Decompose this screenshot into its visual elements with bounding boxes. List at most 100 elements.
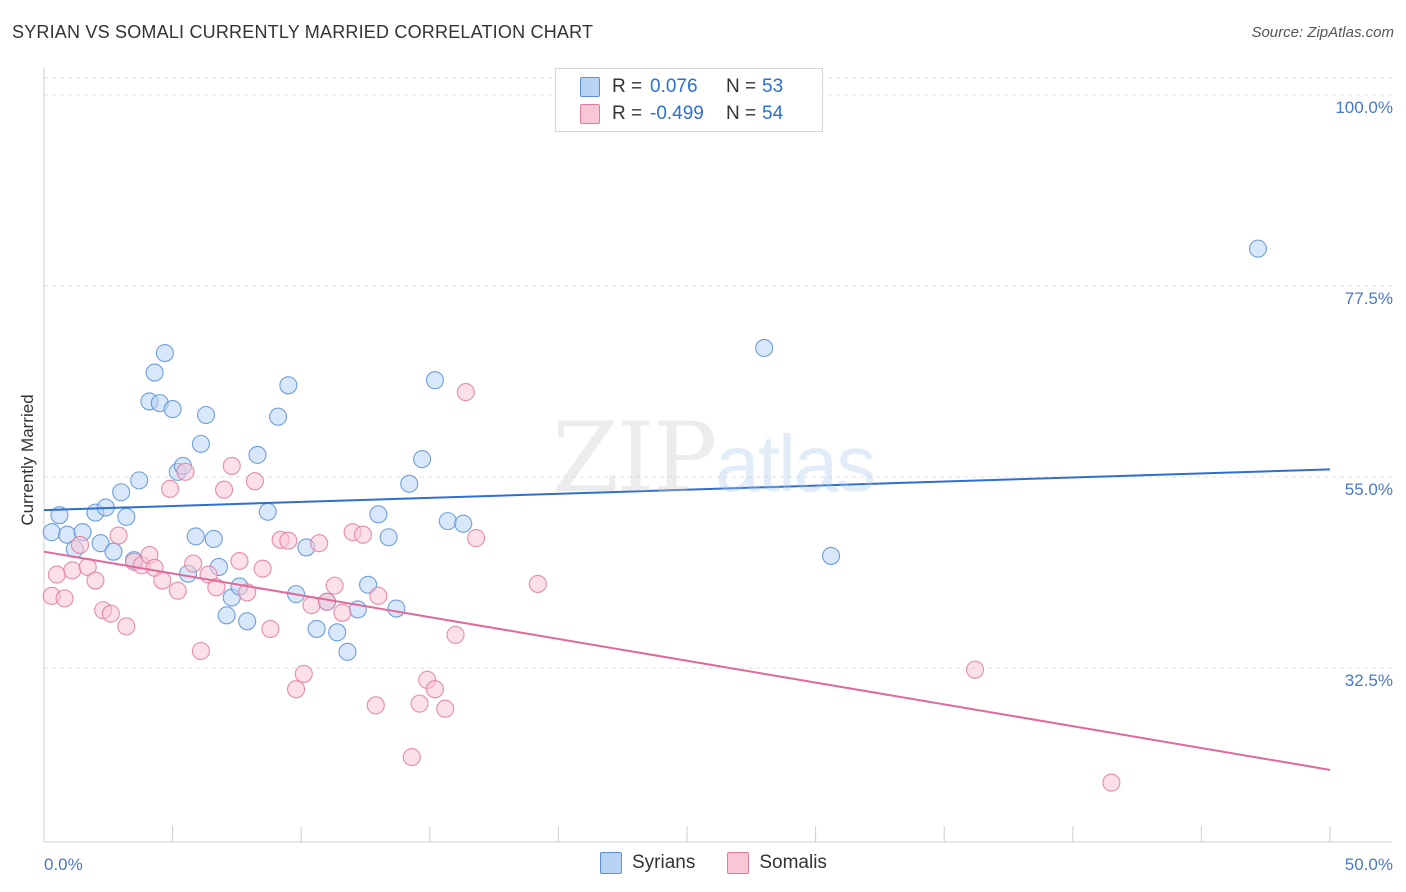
somali-point: [317, 592, 336, 611]
somali-point: [101, 604, 120, 623]
watermark-zip: ZIP: [552, 402, 717, 514]
chart-title: SYRIAN VS SOMALI CURRENTLY MARRIED CORRE…: [12, 22, 594, 42]
syrian-point: [821, 546, 841, 565]
legend-row-syrians: R = 0.076 N = 53: [580, 74, 783, 100]
syrian-point: [112, 483, 131, 502]
somali-point: [207, 578, 226, 597]
syrian-point: [400, 474, 419, 493]
somali-point: [261, 619, 280, 638]
series-legend: Syrians Somalis: [600, 852, 859, 874]
somali-point: [528, 574, 547, 593]
somali-point: [184, 554, 203, 573]
somali-point: [55, 589, 74, 608]
syrian-point: [163, 400, 182, 419]
somali-point: [287, 680, 306, 699]
somali-point: [153, 571, 172, 590]
somali-point: [410, 694, 429, 713]
somali-point: [70, 535, 90, 554]
somali-point: [294, 664, 313, 683]
legend-swatch-syrians: [580, 77, 600, 97]
tick-labels: 32.5% 55.0% 77.5% 100.0% 0.0% 50.0% Currently …: [18, 98, 1393, 874]
somali-point: [222, 456, 241, 475]
x-tick-label-max: 50.0%: [1345, 855, 1393, 874]
legend-r-value: 0.076: [650, 76, 698, 97]
somalis-label: Somalis: [759, 852, 827, 873]
syrian-point: [217, 606, 236, 625]
syrian-point: [204, 529, 223, 548]
somali-point: [302, 596, 321, 615]
x-tick-label-min: 0.0%: [44, 855, 83, 874]
syrian-point: [338, 642, 357, 661]
somali-point: [333, 603, 352, 622]
somali-point: [436, 699, 455, 718]
somali-point: [279, 531, 298, 550]
y-tick-label: 100.0%: [1335, 98, 1393, 117]
somali-point: [191, 641, 210, 661]
somali-point: [230, 551, 249, 571]
somali-point: [245, 472, 264, 491]
somali-point: [446, 625, 465, 644]
somali-point: [238, 583, 257, 602]
syrian-point: [307, 619, 326, 638]
y-axis-title: Currently Married: [18, 394, 37, 525]
y-tick-label: 32.5%: [1345, 671, 1393, 690]
syrian-point: [755, 338, 774, 357]
watermark-atlas: atlas: [715, 419, 876, 508]
legend-n-value: 54: [762, 103, 784, 124]
syrian-point: [413, 450, 432, 469]
syrians-label: Syrians: [632, 852, 696, 873]
somalis-trend-line: [43, 550, 1331, 771]
somali-point: [47, 565, 66, 584]
somali-point: [214, 480, 234, 499]
trend-lines: [43, 468, 1331, 771]
syrian-point: [196, 405, 216, 425]
axes: [43, 68, 1392, 843]
syrian-point: [269, 407, 288, 426]
legend-r-value: -0.499: [650, 103, 704, 124]
syrian-point: [145, 363, 164, 382]
chart-source: Source: ZipAtlas.com: [1251, 24, 1394, 41]
somali-point: [425, 680, 444, 699]
syrian-point: [369, 505, 388, 524]
somali-point: [63, 561, 82, 580]
y-tick-label: 77.5%: [1345, 289, 1393, 308]
legend-swatch-somalis: [580, 104, 600, 124]
somalis-swatch: [727, 852, 750, 874]
syrians-trend-line: [43, 468, 1331, 512]
legend-n-label: N =: [726, 103, 757, 124]
syrian-point: [104, 542, 123, 561]
syrian-point: [387, 599, 406, 618]
syrian-point: [91, 534, 110, 553]
somali-point: [366, 696, 385, 715]
legend-n-label: N =: [726, 76, 757, 97]
somali-point: [456, 383, 475, 402]
syrians-swatch: [600, 852, 622, 874]
zipatlas-watermark: ZIPatlas: [552, 402, 876, 514]
somali-point: [176, 462, 195, 481]
syrian-point: [186, 527, 205, 546]
legend-item-syrians[interactable]: Syrians: [600, 852, 695, 874]
legend-r-label: R =: [612, 76, 643, 97]
syrian-point: [130, 471, 149, 490]
syrian-point: [379, 528, 398, 547]
somali-point: [109, 526, 128, 545]
syrian-point: [248, 445, 267, 464]
somali-point: [86, 571, 105, 590]
legend-r-label: R =: [612, 103, 643, 124]
syrian-point: [50, 506, 69, 525]
somali-point: [325, 576, 344, 595]
correlation-legend: R = 0.076 N = 53 R = -0.499 N = 54: [555, 68, 823, 132]
legend-n-value: 53: [762, 76, 784, 97]
somali-point: [402, 748, 421, 767]
legend-item-somalis[interactable]: Somalis: [727, 852, 827, 874]
somali-point: [1102, 773, 1121, 792]
grid-lines: [44, 77, 1392, 669]
somali-point: [310, 534, 329, 553]
somali-point: [369, 586, 388, 605]
syrian-point: [425, 371, 444, 390]
syrian-point: [258, 502, 277, 521]
somali-point: [966, 660, 985, 679]
syrian-point: [42, 523, 61, 542]
syrian-point: [155, 343, 174, 363]
